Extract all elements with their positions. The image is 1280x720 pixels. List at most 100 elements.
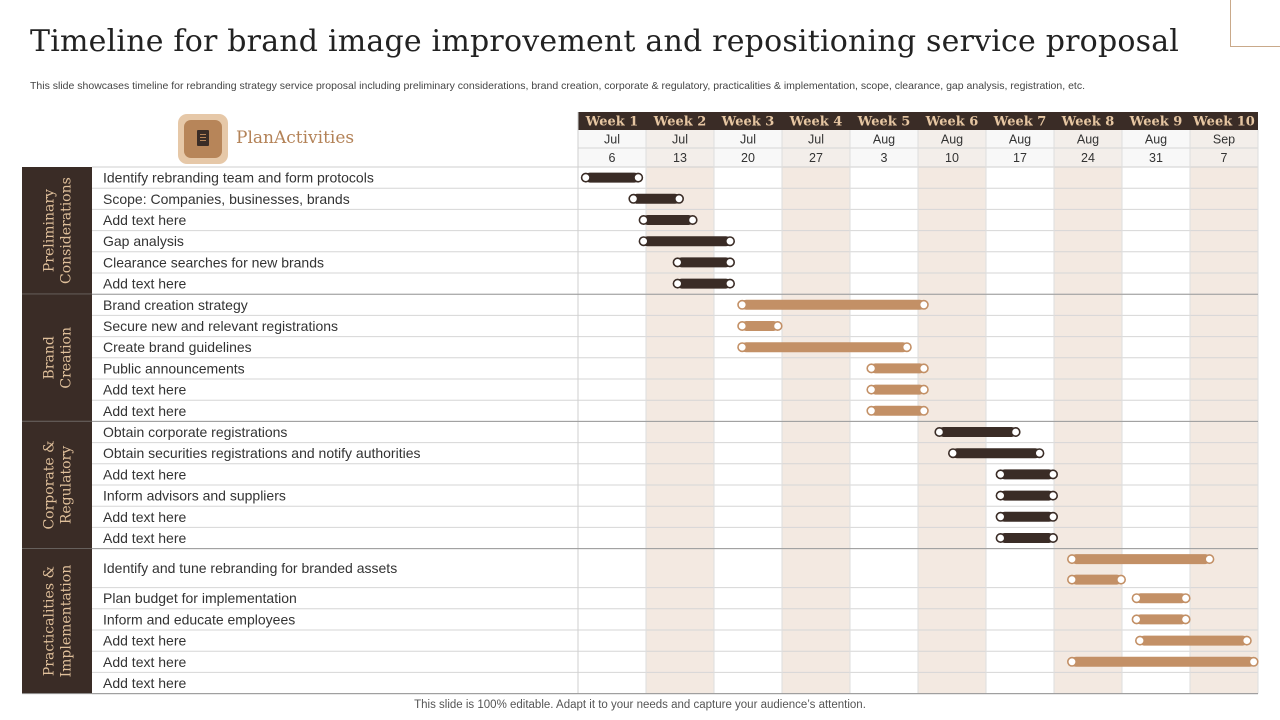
task-bar-end-dot (1010, 426, 1021, 437)
week-label: Week 7 (993, 115, 1047, 130)
task-bar (642, 215, 694, 225)
task-label: Add text here (103, 509, 186, 525)
task-bar (999, 533, 1054, 543)
task-bar-start-dot (995, 511, 1006, 522)
task-bar (741, 342, 908, 353)
day-label: 31 (1149, 151, 1163, 165)
task-bar-start-dot (1067, 656, 1078, 667)
task-label: Add text here (103, 530, 186, 546)
day-label: 6 (609, 151, 616, 165)
month-label: Aug (1009, 133, 1031, 147)
task-bar (1071, 574, 1122, 585)
task-bar (999, 490, 1054, 501)
task-bar-end-dot (918, 384, 929, 395)
task-label: Secure new and relevant registrations (103, 318, 338, 334)
month-label: Jul (604, 133, 620, 147)
task-bar-start-dot (934, 426, 945, 437)
week-label: Week 3 (721, 115, 775, 130)
week-label: Week 9 (1129, 115, 1183, 130)
day-label: 3 (881, 151, 888, 165)
task-bar-start-dot (995, 532, 1006, 543)
task-bar (676, 278, 731, 289)
task-label: Gap analysis (103, 233, 184, 249)
plan-activities-icon-badge (178, 114, 228, 164)
task-bar-end-dot (1248, 656, 1259, 667)
task-label: Add text here (103, 212, 186, 228)
task-label: Add text here (103, 654, 186, 670)
task-bar-end-dot (724, 278, 735, 289)
document-icon (197, 130, 209, 146)
task-label: Add text here (103, 675, 186, 691)
day-label: 13 (673, 151, 687, 165)
task-label: Scope: Companies, businesses, brands (103, 191, 350, 207)
month-label: Aug (1077, 133, 1099, 147)
task-bar-start-dot (1067, 574, 1078, 585)
category-label-group: Practicalities & Implementation (42, 565, 75, 678)
task-bar (952, 448, 1041, 459)
task-label: Add text here (103, 382, 186, 398)
month-label: Aug (1145, 133, 1167, 147)
category-label: Implementation (59, 565, 75, 678)
task-label: Identify rebranding team and form protoc… (103, 170, 374, 186)
week-label: Week 10 (1192, 115, 1255, 130)
task-label: Inform and educate employees (103, 611, 295, 627)
task-label: Brand creation strategy (103, 297, 248, 313)
category-block (22, 167, 92, 295)
day-label: 7 (1221, 151, 1228, 165)
task-bar-start-dot (628, 193, 639, 204)
task-bar-end-dot (673, 193, 684, 204)
task-bar (999, 469, 1054, 480)
page-title: Timeline for brand image improvement and… (30, 24, 1180, 59)
task-bar-start-dot (1131, 614, 1142, 625)
day-label: 20 (741, 151, 755, 165)
task-bar (1135, 593, 1187, 604)
day-label: 24 (1081, 151, 1095, 165)
task-bar-end-dot (918, 299, 929, 310)
category-label: Practicalities & (42, 566, 58, 676)
task-bar-end-dot (1034, 448, 1045, 459)
corner-decoration (1230, 0, 1280, 47)
task-bar-start-dot (580, 172, 591, 183)
month-label: Sep (1213, 133, 1235, 147)
plan-activities-label: PlanActivities (236, 128, 355, 148)
week-label: Week 8 (1061, 115, 1115, 130)
task-bar-start-dot (947, 448, 958, 459)
category-label-group: Corporate & Regulatory (42, 440, 75, 529)
task-bar (632, 193, 680, 204)
task-bar-end-dot (1204, 554, 1215, 565)
task-bar-end-dot (1116, 574, 1127, 585)
task-label: Obtain corporate registrations (103, 424, 287, 440)
category-label: Brand (42, 336, 58, 379)
task-bar-start-dot (866, 363, 877, 374)
task-label: Identify and tune rebranding for branded… (103, 560, 397, 576)
month-label: Jul (672, 133, 688, 147)
task-bar-end-dot (1048, 469, 1059, 480)
task-bar-start-dot (672, 257, 683, 268)
category-label-group: Preliminary Considerations (42, 177, 75, 284)
task-bar-end-dot (1180, 614, 1191, 625)
category-label: Preliminary (42, 189, 58, 272)
task-bar (676, 257, 731, 268)
month-label: Aug (941, 133, 963, 147)
task-bar-start-dot (866, 384, 877, 395)
task-bar (938, 427, 1017, 437)
task-label: Add text here (103, 466, 186, 482)
task-bar-end-dot (772, 320, 783, 331)
task-bar (870, 363, 925, 374)
task-label: Obtain securities registrations and noti… (103, 445, 421, 461)
category-label-group: Brand Creation (42, 327, 75, 389)
page-subtitle: This slide showcases timeline for rebran… (30, 80, 1085, 92)
task-bar (642, 236, 731, 247)
task-bar-start-dot (995, 469, 1006, 480)
task-bar (584, 172, 640, 183)
task-bar-start-dot (1135, 635, 1146, 646)
category-label: Corporate & (42, 440, 58, 529)
task-label: Inform advisors and suppliers (103, 488, 286, 504)
task-bar-start-dot (737, 320, 748, 331)
task-label: Clearance searches for new brands (103, 254, 324, 270)
category-label: Creation (59, 327, 75, 389)
task-bar-end-dot (724, 236, 735, 247)
task-bar-end-dot (687, 215, 698, 226)
task-bar-start-dot (737, 299, 748, 310)
category-label: Considerations (59, 177, 75, 284)
